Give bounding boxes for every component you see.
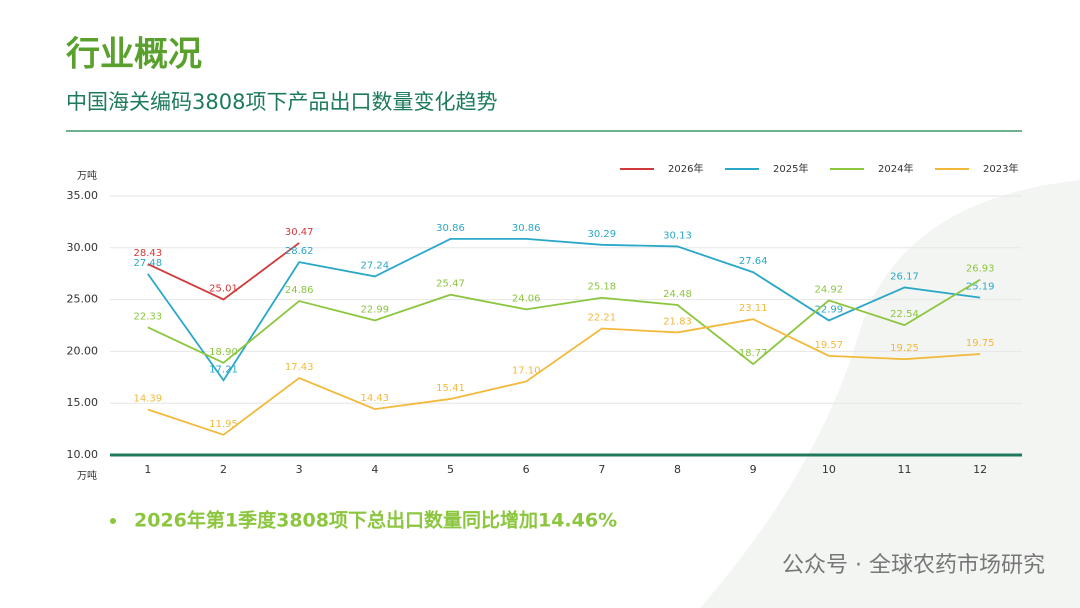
data-label: 14.39: [134, 394, 163, 405]
data-label: 18.77: [739, 348, 768, 359]
legend-label: 2025年: [773, 162, 808, 175]
data-label: 25.01: [209, 283, 238, 294]
watermark: 公众号 · 全球农药市场研究: [782, 553, 1045, 578]
data-label: 22.99: [361, 304, 390, 315]
x-tick-label: 9: [750, 463, 757, 476]
y-tick-label: 25.00: [67, 293, 99, 306]
y-tick-label: 15.00: [67, 396, 99, 409]
data-label: 24.86: [285, 285, 314, 296]
background-shape: [700, 180, 1080, 608]
data-label: 17.43: [285, 362, 314, 373]
legend-label: 2026年: [668, 162, 703, 175]
data-label: 27.64: [739, 256, 768, 267]
data-label: 21.83: [663, 316, 692, 327]
data-label: 22.99: [815, 304, 844, 315]
data-label: 27.48: [134, 258, 163, 269]
x-tick-label: 2: [220, 463, 227, 476]
data-label: 28.43: [134, 248, 163, 259]
data-label: 27.24: [361, 260, 390, 271]
page-title: 行业概况: [66, 35, 202, 75]
data-label: 23.11: [739, 303, 768, 314]
x-tick-label: 7: [598, 463, 605, 476]
data-label: 30.86: [436, 223, 465, 234]
data-label: 30.13: [663, 230, 692, 241]
series-line: [147, 237, 981, 382]
data-label: 24.92: [815, 284, 844, 295]
x-tick-label: 11: [898, 463, 912, 476]
data-label: 17.21: [209, 364, 238, 375]
data-label: 14.43: [361, 393, 390, 404]
x-tick-label: 6: [523, 463, 530, 476]
data-label: 25.18: [588, 282, 617, 293]
y-tick-label: 30.00: [67, 241, 99, 254]
data-label: 24.06: [512, 293, 541, 304]
x-tick-label: 5: [447, 463, 454, 476]
data-label: 15.41: [436, 383, 465, 394]
x-tick-label: 8: [674, 463, 681, 476]
y-tick-label: 10.00: [67, 448, 99, 461]
x-tick-label: 4: [371, 463, 378, 476]
bullet: [110, 518, 116, 524]
data-label: 11.95: [209, 419, 238, 430]
x-tick-label: 12: [973, 463, 987, 476]
data-label: 22.54: [890, 309, 919, 320]
data-label: 30.47: [285, 227, 314, 238]
data-label: 22.21: [588, 313, 617, 324]
data-label: 25.47: [436, 279, 465, 290]
data-label: 30.86: [512, 223, 541, 234]
data-label: 24.48: [663, 289, 692, 300]
data-label: 19.25: [890, 343, 919, 354]
data-label: 22.33: [134, 311, 163, 322]
legend-label: 2024年: [878, 162, 913, 175]
data-label: 17.10: [512, 365, 541, 376]
x-unit: 万吨: [77, 469, 97, 482]
data-label: 30.29: [588, 229, 617, 240]
data-label: 26.17: [890, 271, 919, 282]
x-tick-label: 3: [296, 463, 303, 476]
data-label: 25.19: [966, 282, 995, 293]
data-label: 28.62: [285, 246, 314, 257]
data-label: 18.90: [209, 347, 238, 358]
x-tick-label: 1: [144, 463, 151, 476]
note: 2026年第1季度3808项下总出口数量同比增加14.46%: [134, 509, 617, 532]
x-tick-label: 10: [822, 463, 836, 476]
data-label: 19.75: [966, 338, 995, 349]
y-tick-label: 20.00: [67, 344, 99, 357]
y-tick-label: 35.00: [67, 189, 99, 202]
series-line: [147, 242, 300, 301]
legend-label: 2023年: [983, 162, 1018, 175]
series-line: [147, 278, 981, 366]
data-label: 19.57: [815, 340, 844, 351]
data-label: 26.93: [966, 264, 995, 275]
chart-title: 中国海关编码3808项下产品出口数量变化趋势: [66, 90, 497, 114]
series-line: [147, 318, 981, 436]
y-unit: 万吨: [77, 169, 97, 182]
